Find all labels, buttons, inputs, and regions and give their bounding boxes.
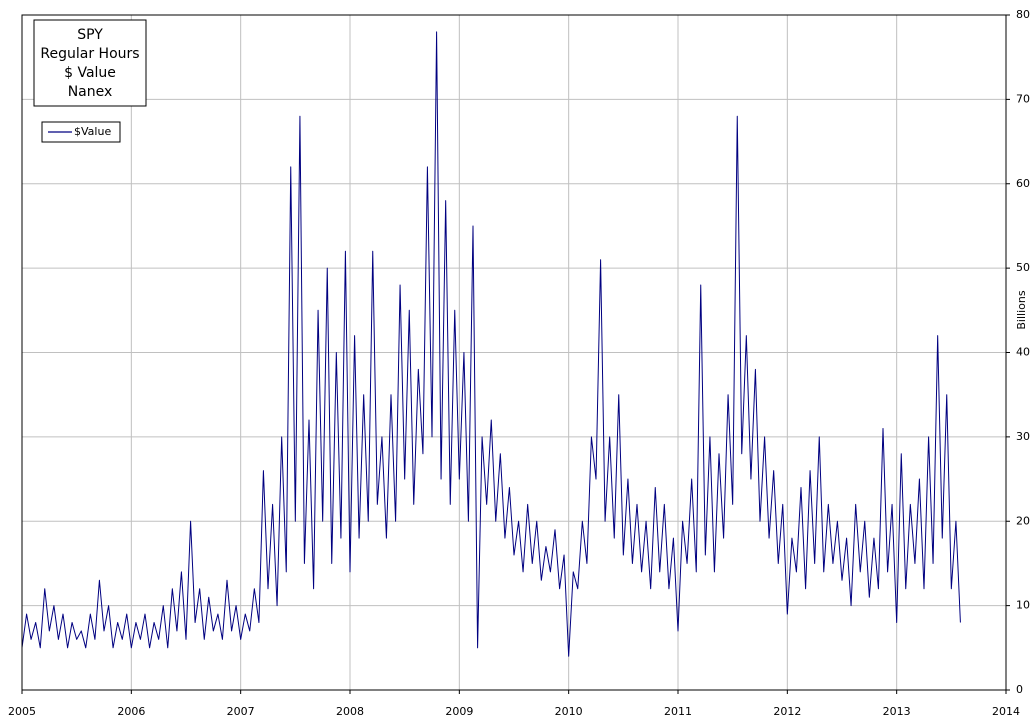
series-line <box>21 31 961 657</box>
plot-frame <box>21 14 1007 691</box>
y-tick-label: 40 <box>1016 346 1030 359</box>
plot <box>21 31 961 657</box>
x-tick-label: 2014 <box>992 705 1020 718</box>
y-tick-label: 50 <box>1016 261 1030 274</box>
x-tick-label: 2012 <box>773 705 801 718</box>
title-box <box>33 19 147 107</box>
y-tick-label: 80 <box>1016 8 1030 21</box>
y-tick-label: 70 <box>1016 92 1030 105</box>
chart-title-line: SPY <box>77 27 103 43</box>
legend-box <box>41 121 121 143</box>
y-tick-label: 60 <box>1016 177 1030 190</box>
x-tick-label: 2008 <box>336 705 364 718</box>
chart-title-line: Regular Hours <box>40 46 139 62</box>
y-tick-label: 0 <box>1016 683 1023 696</box>
chart-title-line: $ Value <box>64 65 116 81</box>
x-tick-label: 2006 <box>117 705 145 718</box>
y-tick-label: 20 <box>1016 514 1030 527</box>
title: SPY Regular Hours $ Value Nanex <box>40 27 139 100</box>
x-tick-label: 2009 <box>445 705 473 718</box>
legend-label: $Value <box>74 125 111 138</box>
x-tick-label: 2010 <box>555 705 583 718</box>
y-tick-label: 30 <box>1016 430 1030 443</box>
x-tick-label: 2005 <box>8 705 36 718</box>
y-tick-label: 10 <box>1016 599 1030 612</box>
x-tick-label: 2011 <box>664 705 692 718</box>
y-axis-label: Billions <box>1015 290 1028 329</box>
chart-title-line: Nanex <box>68 84 113 100</box>
x-tick-label: 2013 <box>883 705 911 718</box>
x-tick-label: 2007 <box>227 705 255 718</box>
